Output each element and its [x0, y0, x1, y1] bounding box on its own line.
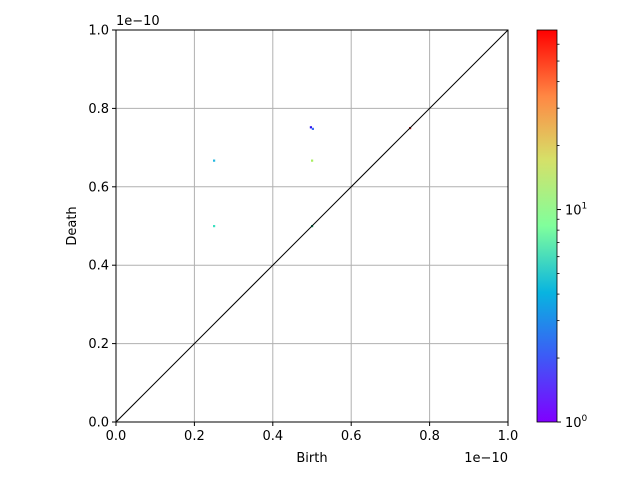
colorbar-tick-label: 101 — [565, 202, 587, 219]
grid-lines — [115, 29, 509, 423]
plot-area — [115, 29, 509, 423]
y-tick-label: 0.6 — [88, 180, 109, 195]
x-axis-ticks: 0.0 0.2 0.4 0.6 0.8 1.0 — [106, 422, 519, 444]
y-axis-label: Death — [65, 206, 80, 245]
y-axis-ticks: 0.0 0.2 0.4 0.6 0.8 1.0 — [88, 24, 116, 431]
x-tick-label: 0.0 — [106, 429, 127, 444]
y-tick-label: 0.4 — [88, 259, 109, 274]
colorbar: 100 101 — [536, 29, 588, 431]
y-tick-label: 1.0 — [88, 24, 109, 39]
colorbar-gradient — [536, 29, 558, 423]
x-tick-label: 1.0 — [498, 429, 519, 444]
diagonal-line — [115, 29, 509, 423]
x-axis-label: Birth — [296, 451, 327, 466]
data-point — [213, 225, 216, 228]
x-tick-label: 0.4 — [262, 429, 283, 444]
plot-frame — [115, 29, 509, 423]
x-tick-label: 0.2 — [184, 429, 205, 444]
data-point — [311, 159, 314, 162]
x-tick-label: 0.8 — [419, 429, 440, 444]
y-axis-offset-label: 1e−10 — [116, 14, 160, 29]
data-point — [213, 159, 216, 162]
colorbar-ticks: 100 101 — [557, 43, 588, 431]
data-point — [309, 126, 313, 129]
colorbar-tick-label: 100 — [565, 414, 588, 431]
y-tick-label: 0.2 — [88, 337, 109, 352]
x-tick-label: 0.6 — [341, 429, 362, 444]
data-point — [311, 127, 314, 130]
y-tick-label: 0.0 — [88, 416, 109, 431]
y-tick-label: 0.8 — [88, 102, 109, 117]
x-axis-offset-label: 1e−10 — [464, 451, 508, 466]
